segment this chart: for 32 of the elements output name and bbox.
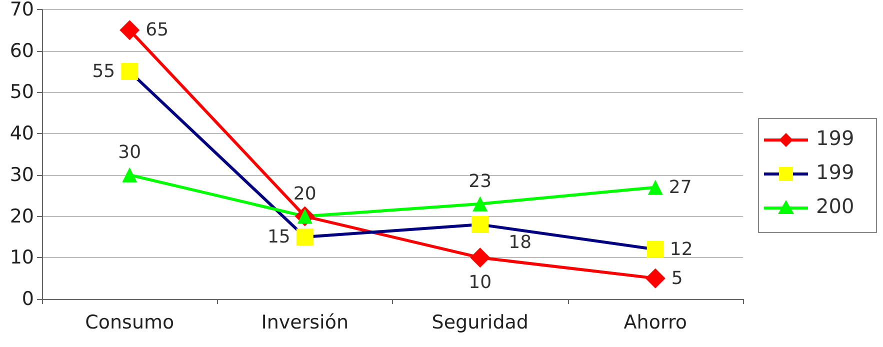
y-tick-label: 70 <box>10 0 34 20</box>
data-label: 27 <box>668 176 692 198</box>
x-tick-label: Ahorro <box>624 312 687 334</box>
x-tick-label: Seguridad <box>432 312 528 334</box>
y-tick-label: 50 <box>10 81 34 104</box>
y-tick-label: 30 <box>10 164 34 186</box>
y-tick-label: 60 <box>10 40 34 62</box>
y-tick-label: 0 <box>22 288 34 310</box>
x-tick-label: Inversión <box>261 312 348 334</box>
point <box>120 20 140 40</box>
data-label: 65 <box>146 20 169 41</box>
legend-label: 199 <box>816 126 854 150</box>
data-label: 20 <box>293 183 316 204</box>
data-label: 30 <box>118 142 142 163</box>
y-tick-label: 10 <box>10 246 34 269</box>
data-label: 5 <box>671 268 683 289</box>
y-tick-label: 20 <box>10 205 34 228</box>
data-label: 18 <box>508 232 532 254</box>
legend-label: 200 <box>816 194 854 218</box>
point <box>645 268 666 288</box>
point <box>470 248 490 268</box>
data-label: 10 <box>468 272 492 294</box>
y-tick-label: 40 <box>10 122 34 145</box>
legend-label: 199 <box>816 160 854 184</box>
point <box>472 196 488 212</box>
point <box>122 167 138 182</box>
data-label: 15 <box>267 226 290 248</box>
data-label: 23 <box>468 170 492 192</box>
x-tick-label: Consumo <box>85 312 174 334</box>
data-label: 55 <box>92 61 116 82</box>
point <box>648 180 663 195</box>
data-label: 12 <box>670 238 693 260</box>
